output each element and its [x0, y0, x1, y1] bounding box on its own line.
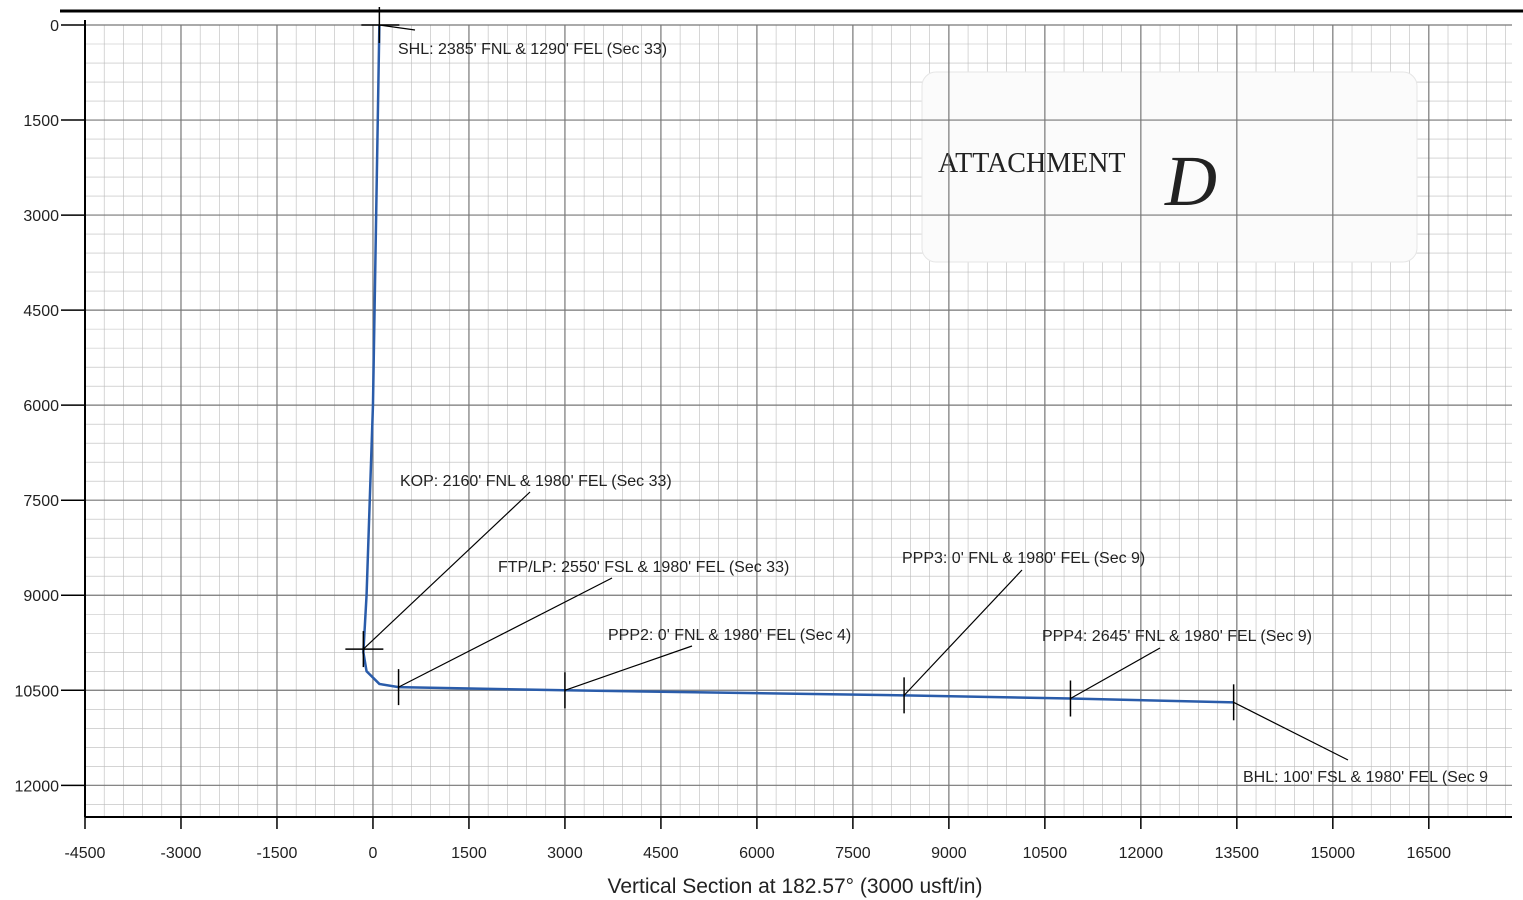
- annotation-label: PPP3: 0' FNL & 1980' FEL (Sec 9): [902, 550, 1145, 567]
- x-axis-title: Vertical Section at 182.57° (3000 usft/i…: [608, 875, 983, 898]
- annotation-label: PPP4: 2645' FNL & 1980' FEL (Sec 9): [1042, 628, 1312, 645]
- stamp-text: ATTACHMENT: [938, 148, 1126, 179]
- x-tick-label: 0: [369, 845, 378, 862]
- annotation-label: FTP/LP: 2550' FSL & 1980' FEL (Sec 33): [498, 559, 789, 576]
- x-tick-label: 10500: [1023, 845, 1068, 862]
- x-tick-label: 15000: [1311, 845, 1356, 862]
- annotation-label: PPP2: 0' FNL & 1980' FEL (Sec 4): [608, 627, 851, 644]
- x-tick-label: 13500: [1215, 845, 1260, 862]
- y-tick-label: 6000: [23, 398, 59, 415]
- leader-line: [564, 645, 693, 691]
- x-tick-label: 6000: [739, 845, 775, 862]
- annotation-label: BHL: 100' FSL & 1980' FEL (Sec 9: [1243, 769, 1488, 786]
- x-tick-label: 3000: [547, 845, 583, 862]
- leader-line: [903, 569, 1023, 696]
- x-tick-label: -1500: [257, 845, 298, 862]
- y-tick-label: 3000: [23, 208, 59, 225]
- x-tick-label: 4500: [643, 845, 679, 862]
- leader-line: [1070, 647, 1161, 700]
- y-tick-label: 4500: [23, 303, 59, 320]
- y-tick-label: 10500: [15, 683, 60, 700]
- y-tick-label: 7500: [23, 493, 59, 510]
- leader-line: [362, 491, 531, 650]
- annotation-label: SHL: 2385' FNL & 1290' FEL (Sec 33): [398, 41, 667, 58]
- y-tick-label: 0: [50, 18, 59, 35]
- x-tick-label: -3000: [161, 845, 202, 862]
- y-tick-label: 1500: [23, 113, 59, 130]
- well-path: [362, 24, 1234, 704]
- leader-line: [1233, 701, 1349, 761]
- x-tick-label: 16500: [1407, 845, 1452, 862]
- x-tick-label: 7500: [835, 845, 871, 862]
- stamp-mark: D: [1164, 141, 1217, 221]
- annotation-label: KOP: 2160' FNL & 1980' FEL (Sec 33): [400, 473, 672, 490]
- y-tick-label: 9000: [23, 588, 59, 605]
- x-tick-label: 1500: [451, 845, 487, 862]
- x-tick-label: -4500: [65, 845, 106, 862]
- x-tick-label: 9000: [931, 845, 967, 862]
- leader-line: [398, 577, 613, 688]
- leader-line: [379, 24, 416, 31]
- x-tick-label: 12000: [1119, 845, 1164, 862]
- y-tick-label: 12000: [15, 778, 60, 795]
